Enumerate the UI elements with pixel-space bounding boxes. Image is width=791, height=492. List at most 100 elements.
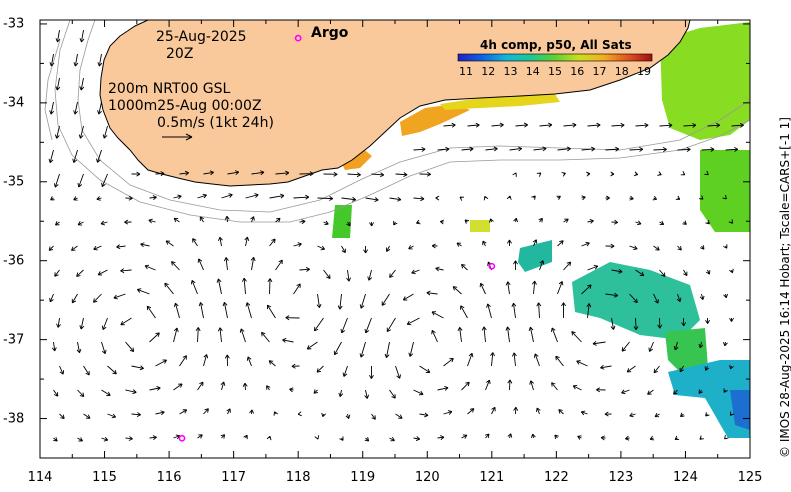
current-arrow bbox=[179, 355, 187, 367]
current-arrow bbox=[57, 317, 60, 328]
current-arrow-head bbox=[190, 280, 196, 285]
current-arrow bbox=[683, 124, 696, 127]
current-arrow-head bbox=[426, 290, 431, 296]
current-arrow-head bbox=[586, 171, 591, 177]
current-arrow bbox=[164, 282, 174, 295]
sst-patch-3 bbox=[440, 94, 560, 110]
current-arrow bbox=[611, 124, 625, 127]
current-arrow-head bbox=[673, 390, 678, 395]
current-arrow-head bbox=[677, 246, 682, 251]
current-arrow-head bbox=[54, 134, 60, 139]
current-arrow bbox=[120, 269, 132, 272]
current-arrow bbox=[323, 221, 329, 225]
current-arrow-head bbox=[538, 217, 543, 223]
current-arrow-head bbox=[530, 433, 536, 439]
current-arrow-head bbox=[425, 368, 431, 373]
current-arrow-head bbox=[610, 171, 615, 177]
current-arrow-head bbox=[698, 389, 703, 394]
current-arrow bbox=[98, 101, 102, 115]
current-arrow-head bbox=[452, 286, 458, 291]
current-arrow-head bbox=[533, 353, 539, 358]
argo-floats bbox=[178, 34, 496, 442]
current-arrow-head bbox=[512, 172, 517, 177]
current-arrow-head bbox=[276, 217, 281, 223]
colorbar-tick-label: 17 bbox=[592, 65, 607, 78]
current-arrow bbox=[408, 245, 414, 250]
current-arrow bbox=[725, 148, 738, 151]
current-arrow-head bbox=[698, 343, 704, 349]
current-arrow bbox=[200, 302, 204, 319]
current-arrow-head bbox=[705, 319, 710, 324]
current-arrow-head bbox=[620, 122, 625, 128]
current-arrow-head bbox=[266, 435, 272, 441]
current-arrow bbox=[592, 341, 606, 345]
current-arrow-head bbox=[558, 409, 563, 414]
current-arrow-head bbox=[722, 194, 727, 200]
current-arrow-head bbox=[216, 278, 222, 283]
current-arrow-head bbox=[197, 258, 203, 263]
current-arrow bbox=[534, 353, 540, 367]
current-arrow-head bbox=[699, 435, 704, 440]
current-arrow-head bbox=[101, 349, 107, 355]
current-arrow-head bbox=[657, 171, 662, 176]
current-arrow-head bbox=[139, 365, 144, 371]
current-arrow bbox=[530, 380, 534, 391]
current-arrow-head bbox=[408, 352, 414, 357]
current-arrow-head bbox=[424, 412, 429, 418]
current-arrow bbox=[456, 242, 462, 247]
current-arrow-head bbox=[101, 325, 107, 330]
current-arrow-head bbox=[536, 407, 541, 413]
current-arrow bbox=[674, 341, 678, 351]
current-arrow bbox=[581, 148, 595, 151]
current-arrow-head bbox=[506, 195, 512, 200]
current-arrow-head bbox=[662, 147, 667, 152]
current-arrow-head bbox=[291, 363, 296, 369]
current-arrow bbox=[140, 243, 150, 247]
current-arrow-head bbox=[132, 389, 137, 395]
current-arrow-head bbox=[606, 195, 610, 201]
current-arrow-head bbox=[60, 414, 65, 419]
current-arrow bbox=[653, 365, 660, 374]
current-arrow bbox=[557, 148, 571, 151]
current-arrow bbox=[173, 327, 178, 343]
current-arrow-head bbox=[576, 360, 581, 365]
credit-text: © IMOS 28-Aug-2025 16:14 Hobart; Tscale=… bbox=[778, 117, 791, 458]
current-arrow bbox=[437, 436, 445, 439]
current-arrow-head bbox=[444, 385, 449, 391]
current-arrow-head bbox=[254, 193, 259, 198]
current-arrow-head bbox=[342, 372, 348, 377]
current-arrow-head bbox=[368, 374, 374, 379]
current-arrow bbox=[347, 173, 361, 176]
current-arrow-head bbox=[266, 385, 271, 390]
current-arrow bbox=[679, 365, 684, 373]
current-arrow-head bbox=[700, 245, 705, 250]
current-arrow-head bbox=[160, 410, 165, 416]
current-arrow-head bbox=[380, 172, 385, 178]
current-arrow-head bbox=[346, 277, 352, 282]
current-arrow-head bbox=[267, 278, 273, 283]
current-arrow bbox=[125, 341, 135, 352]
current-arrow bbox=[459, 327, 462, 343]
current-arrow-head bbox=[173, 217, 179, 223]
current-arrow bbox=[365, 197, 379, 201]
current-arrow-head bbox=[580, 410, 586, 416]
current-arrow-head bbox=[705, 270, 711, 275]
current-arrow-head bbox=[73, 62, 79, 67]
current-arrow bbox=[149, 332, 160, 343]
current-arrow bbox=[626, 365, 636, 373]
current-arrow bbox=[80, 317, 84, 330]
current-arrow bbox=[483, 326, 486, 343]
current-arrow-head bbox=[72, 158, 78, 163]
current-arrow-head bbox=[224, 215, 230, 220]
x-tick-label: 119 bbox=[350, 470, 376, 485]
current-arrow-head bbox=[76, 348, 82, 354]
current-arrow-head bbox=[420, 196, 425, 202]
current-arrow-head bbox=[460, 305, 465, 310]
current-arrow-head bbox=[729, 268, 734, 274]
current-arrow-head bbox=[483, 195, 489, 201]
current-arrow-head bbox=[723, 244, 728, 249]
current-arrow-head bbox=[511, 302, 517, 308]
current-arrow-head bbox=[679, 367, 684, 373]
current-arrow bbox=[80, 77, 84, 91]
current-arrow-head bbox=[431, 311, 437, 316]
